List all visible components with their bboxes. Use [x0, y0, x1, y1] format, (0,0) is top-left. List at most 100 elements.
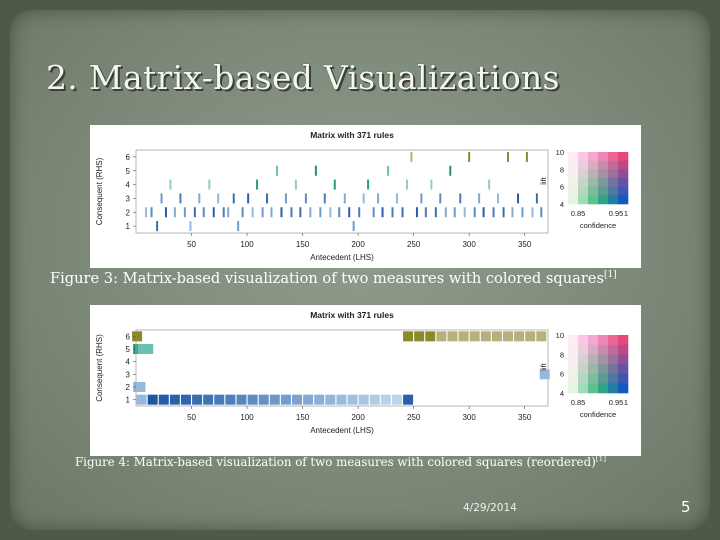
rule-cell	[391, 207, 394, 218]
rule-cell	[502, 207, 505, 218]
x-tick-label: 300	[462, 413, 476, 422]
legend-lift-tick: 6	[560, 183, 564, 192]
legend-confidence-tick: 1	[624, 209, 628, 218]
legend-confidence-label: confidence	[580, 221, 616, 230]
rule-cell	[380, 394, 391, 405]
rule-cell	[251, 207, 254, 218]
rule-cell	[469, 331, 480, 342]
x-axis-label: Antecedent (LHS)	[310, 253, 374, 262]
rule-cell	[420, 193, 423, 204]
legend-lift-tick: 8	[560, 350, 564, 359]
rule-cell	[203, 394, 214, 405]
legend-cell	[578, 335, 589, 345]
chart-title: Matrix with 371 rules	[310, 310, 394, 320]
legend-cell	[568, 364, 579, 374]
rule-cell	[217, 193, 220, 204]
rule-cell	[358, 394, 369, 405]
legend-cell	[598, 354, 609, 365]
rule-cell	[415, 207, 418, 218]
x-tick-label: 50	[187, 240, 196, 249]
rule-cell	[241, 207, 244, 218]
legend-cell	[618, 354, 629, 365]
legend-cell	[578, 160, 589, 170]
legend-cell	[568, 152, 579, 161]
legend-cell	[578, 169, 589, 179]
rule-cell	[447, 331, 458, 342]
rule-cell	[348, 207, 351, 218]
legend-cell	[598, 152, 609, 161]
footer-date: 4/29/2014	[463, 502, 517, 514]
rule-cell	[304, 193, 307, 204]
legend-lift-label: lift	[539, 362, 548, 370]
rule-cell	[294, 179, 297, 190]
rule-cell	[531, 207, 534, 218]
legend-cell	[618, 186, 629, 196]
legend-cell	[608, 152, 619, 161]
rule-cell	[444, 207, 447, 218]
rule-cell	[497, 193, 500, 204]
y-tick-label: 2	[126, 383, 131, 392]
rule-cell	[214, 394, 225, 405]
rule-cell	[164, 207, 167, 218]
legend-cell	[568, 344, 579, 355]
rule-cell	[535, 193, 538, 204]
rule-cell	[511, 207, 514, 218]
rule-cell	[270, 207, 273, 218]
rule-cell	[492, 207, 495, 218]
legend-cell	[588, 364, 599, 374]
rule-cell	[284, 193, 287, 204]
legend-confidence-tick: 1	[624, 398, 628, 407]
legend-cell	[568, 354, 579, 365]
rule-cell	[299, 207, 302, 218]
legend-lift-label: lift	[539, 176, 548, 184]
rule-cell	[381, 207, 384, 218]
legend-cell	[618, 335, 629, 345]
y-tick-label: 3	[126, 194, 131, 203]
rule-cell	[280, 394, 291, 405]
rule-cell	[173, 207, 176, 218]
rule-cell	[319, 207, 322, 218]
rule-cell	[514, 331, 525, 342]
legend-cell	[608, 354, 619, 365]
rule-cell	[132, 331, 143, 342]
figure-4-chart: Matrix with 371 rules 1 2 3 4 5 6 50 100 150 200 25…	[95, 310, 629, 435]
legend-cell	[588, 195, 599, 205]
x-tick-label: 100	[240, 413, 254, 422]
rule-cell	[372, 207, 375, 218]
rule-cell	[160, 193, 163, 204]
rule-cell	[425, 331, 436, 342]
legend-confidence-tick: 0.95	[609, 398, 624, 407]
rule-cell	[343, 193, 346, 204]
legend-cell	[588, 354, 599, 365]
legend-cell	[568, 383, 579, 394]
legend-cell	[588, 160, 599, 170]
x-tick-label: 150	[296, 240, 310, 249]
legend-cell	[608, 373, 619, 384]
rule-cell	[405, 179, 408, 190]
rule-cell	[473, 207, 476, 218]
figure-3-citation: [1]	[603, 270, 617, 281]
rule-cell	[147, 394, 158, 405]
x-tick-label: 100	[240, 240, 254, 249]
y-tick-label: 4	[126, 181, 131, 190]
rule-cell	[158, 394, 169, 405]
y-tick-label: 6	[126, 332, 131, 341]
y-axis-label: Consequent (RHS)	[95, 334, 104, 402]
rule-cell	[525, 331, 536, 342]
legend-cell	[618, 344, 629, 355]
x-axis-label: Antecedent (LHS)	[310, 426, 374, 435]
legend-cell	[618, 383, 629, 394]
x-tick-label: 200	[351, 240, 365, 249]
x-tick-label: 300	[462, 240, 476, 249]
rule-cell	[314, 165, 317, 176]
rule-cell	[468, 151, 471, 162]
legend-cell	[618, 195, 629, 205]
y-tick-label: 5	[126, 167, 131, 176]
rule-cell	[280, 207, 283, 218]
figure-4-caption: Figure 4: Matrix-based visualization of …	[75, 454, 607, 469]
rule-cell	[377, 193, 380, 204]
rule-cell	[212, 207, 215, 218]
rule-cell	[414, 331, 425, 342]
legend-cell	[588, 373, 599, 384]
rule-cell	[333, 179, 336, 190]
